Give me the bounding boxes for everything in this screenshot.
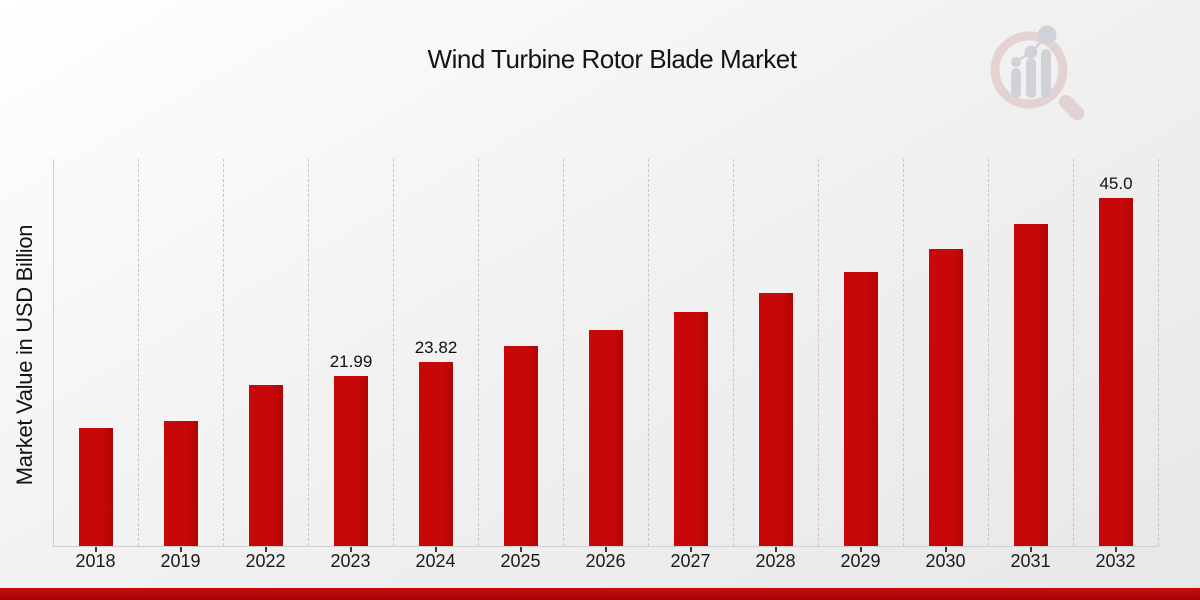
axis-tick [265,547,267,552]
x-tick-label: 2022 [245,551,286,571]
axis-tick [180,547,182,552]
category-slot [734,159,819,552]
bar-2022 [249,385,283,546]
x-tick-label: 2027 [670,551,711,571]
category-slot: 45.0 [1074,159,1159,552]
bar-2018 [79,428,113,546]
plot-area: 21.99 23.82 45.0 [53,159,1159,552]
axis-tick [945,547,947,552]
axis-tick [860,547,862,552]
category-slot [479,159,564,552]
bar-2027 [674,312,708,546]
y-axis-label: Market Value in USD Billion [12,224,37,486]
bar-2032 [1099,198,1133,546]
category-slot [904,159,989,552]
x-tick-label: 2018 [75,551,116,571]
category-slot [224,159,309,552]
category-slot [649,159,734,552]
category-slot [989,159,1074,552]
axis-tick [775,547,777,552]
category-slot [819,159,904,552]
category-slot [139,159,224,552]
bar-value-label: 21.99 [329,352,373,371]
bar-2028 [759,293,793,546]
category-slot [564,159,649,552]
x-tick-label: 2031 [1010,551,1051,571]
bar-value-label: 23.82 [414,338,458,357]
bar-value-label: 45.0 [1099,174,1133,193]
x-tick-label: 2032 [1095,551,1136,571]
bar-2026 [589,330,623,546]
bar-2023 [334,376,368,546]
bar-2025 [504,346,538,546]
x-tick-label: 2028 [755,551,796,571]
axis-tick [690,547,692,552]
axis-tick [520,547,522,552]
bar-2024 [419,362,453,546]
x-tick-label: 2019 [160,551,201,571]
x-axis-labels: 2018 2019 2022 2023 2024 2025 2026 2027 2028 2029… [53,551,1158,572]
axis-tick [1030,547,1032,552]
bottom-accent-strip [0,588,1200,600]
bar-2019 [164,421,198,546]
x-tick-label: 2024 [415,551,456,571]
market-research-future-logo-icon [990,25,1085,120]
x-tick-label: 2029 [840,551,881,571]
x-tick-label: 2023 [330,551,371,571]
bar-2030 [929,249,963,546]
axis-tick [605,547,607,552]
axis-tick [350,547,352,552]
category-slot: 23.82 [394,159,479,552]
category-slot [54,159,139,552]
x-tick-label: 2030 [925,551,966,571]
bar-2031 [1014,224,1048,546]
axis-tick [435,547,437,552]
axis-tick [95,547,97,552]
x-tick-label: 2026 [585,551,626,571]
x-tick-label: 2025 [500,551,541,571]
axis-tick [1115,547,1117,552]
chart-title: Wind Turbine Rotor Blade Market [427,44,797,74]
bar-2029 [844,272,878,546]
category-slot: 21.99 [309,159,394,552]
